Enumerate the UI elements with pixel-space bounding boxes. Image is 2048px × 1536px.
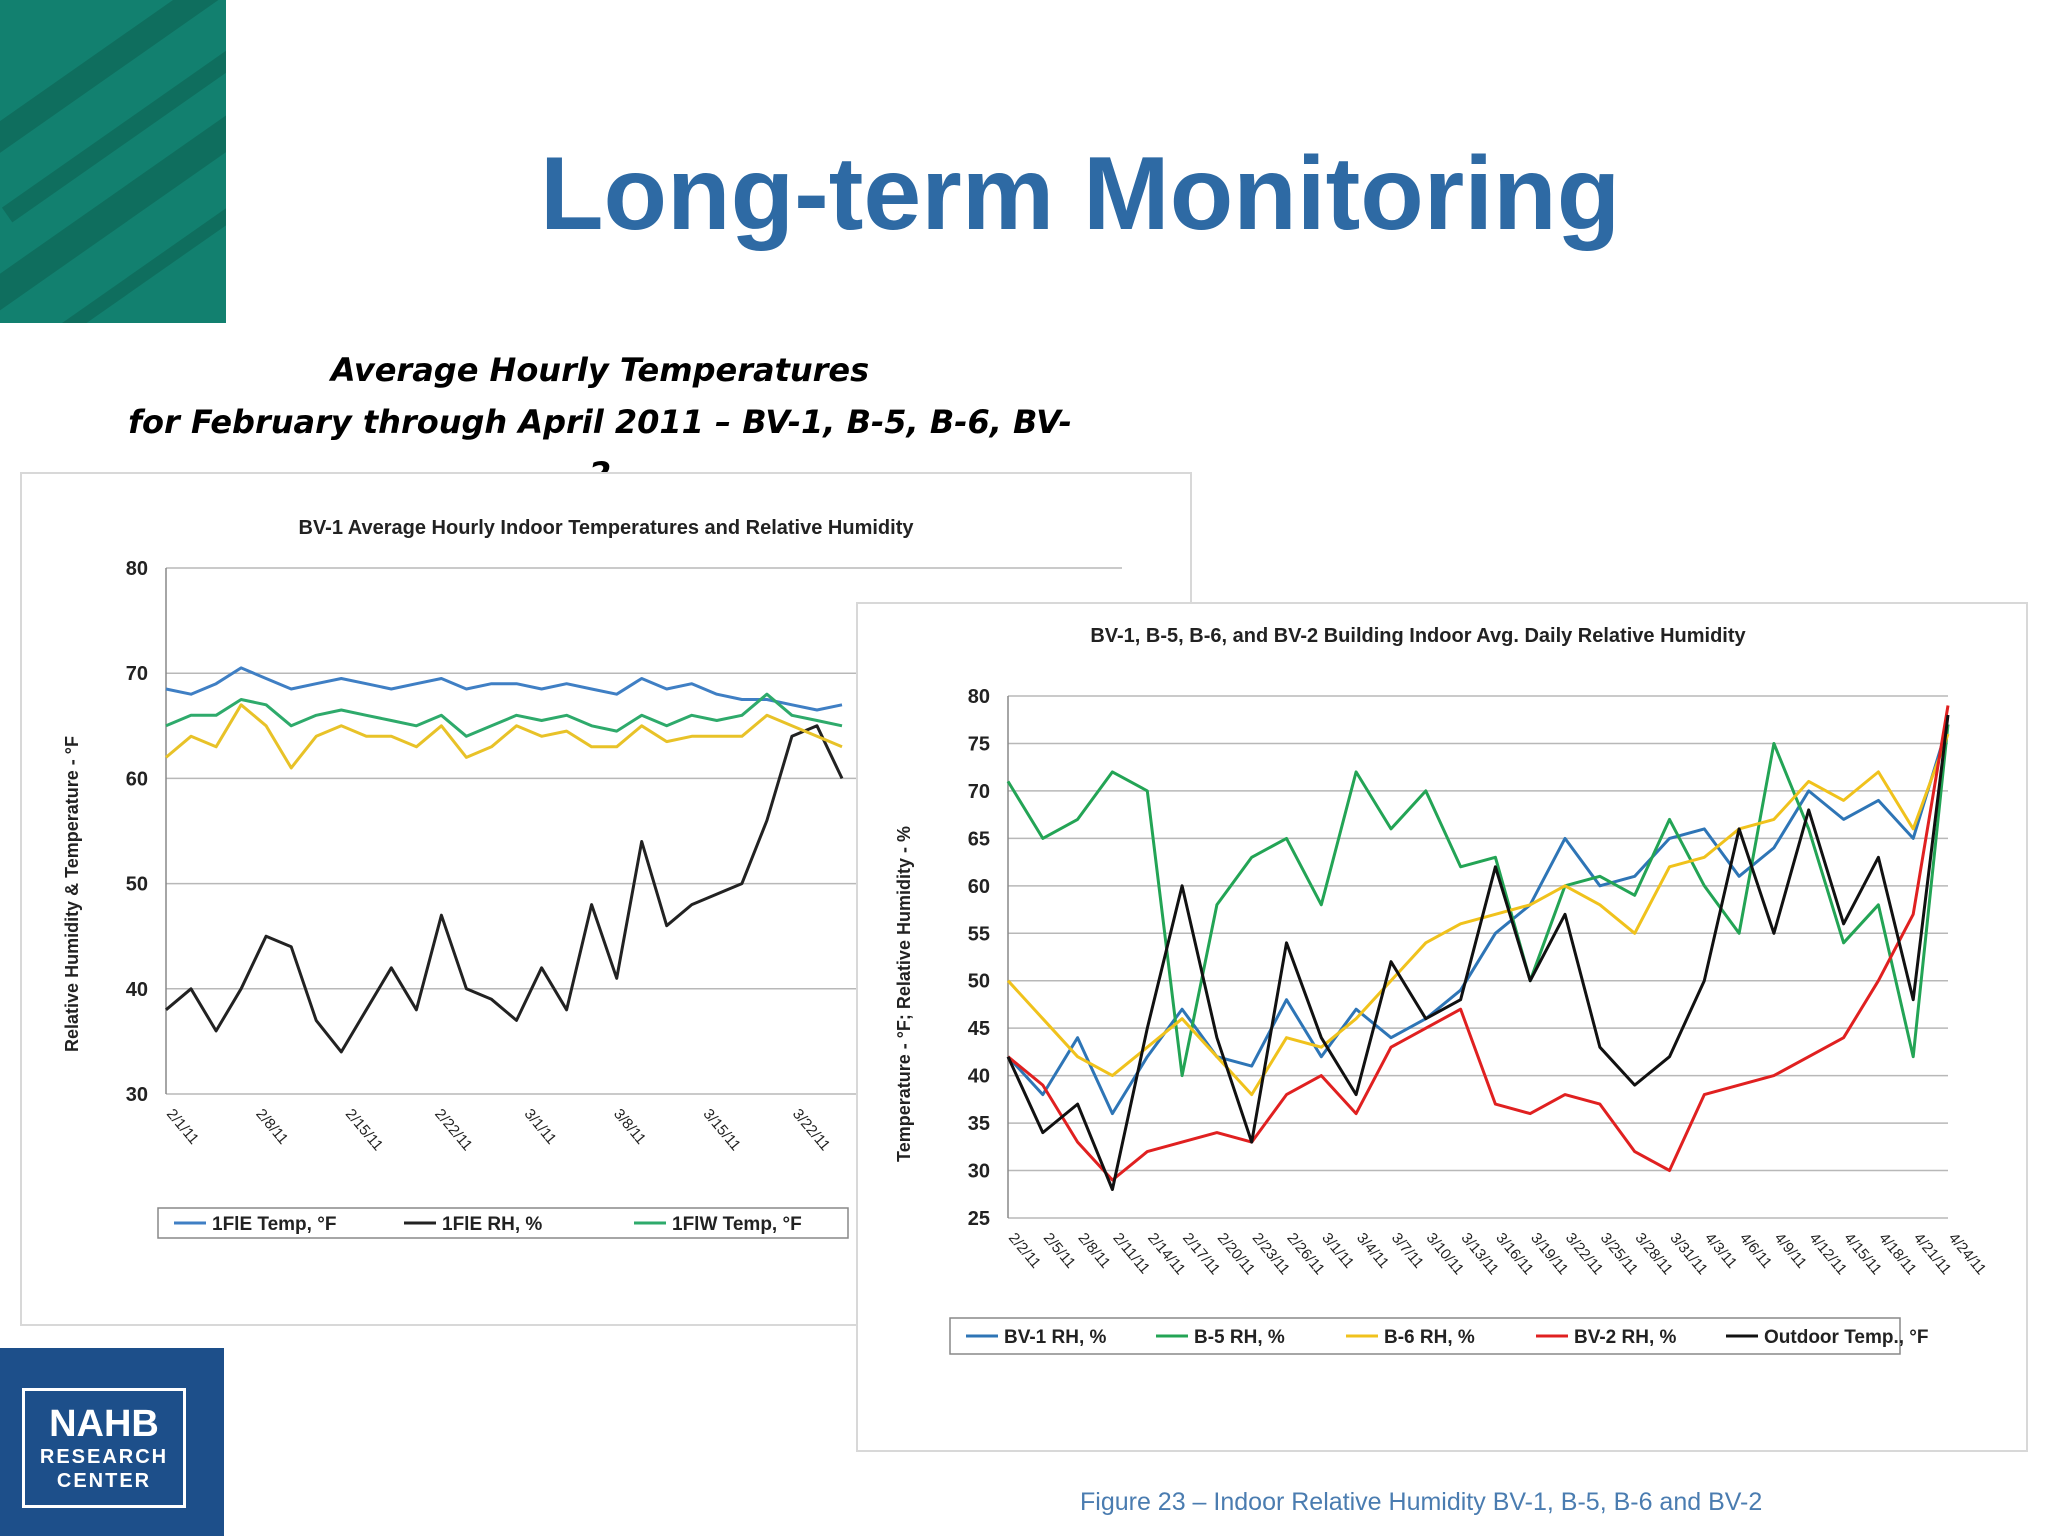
heading-line-1: Average Hourly Temperatures: [330, 351, 870, 389]
x-tick-label: 2/5/11: [1040, 1230, 1079, 1272]
x-tick-label: 2/8/11: [1075, 1230, 1114, 1272]
x-tick-label: 4/24/11: [1945, 1230, 1989, 1278]
x-tick-labels: 2/1/11 2/8/11 2/15/11 2/22/11 3/1/11 3/8/11 3/…: [163, 1106, 833, 1154]
chart-daily-rh: BV-1, B-5, B-6, and BV-2 Building Indoor…: [894, 625, 1989, 1355]
logo-line-1: NAHB: [49, 1403, 159, 1445]
x-tick-label: 3/8/11: [610, 1106, 649, 1148]
legend-box: [157, 1207, 849, 1239]
gridlines: [1007, 695, 1948, 1219]
legend-label: 1FlW Temp, °F: [672, 1214, 802, 1235]
x-tick-label: 3/4/11: [1353, 1230, 1392, 1272]
series-line: [1006, 733, 1950, 1097]
y-tick-label: 65: [968, 828, 990, 850]
y-tick-label: 25: [968, 1208, 990, 1230]
y-tick-label: 35: [968, 1113, 990, 1135]
chart-title: BV-1 Average Hourly Indoor Temperatures …: [299, 517, 915, 539]
y-tick-label: 75: [968, 733, 990, 755]
x-tick-label: 2/22/11: [431, 1106, 475, 1154]
chart-title: BV-1, B-5, B-6, and BV-2 Building Indoor…: [1090, 625, 1746, 647]
y-tick-labels: 25 30 35 40 45 50 55 60 65 70 75 80: [968, 686, 990, 1230]
x-tick-label: 3/7/11: [1388, 1230, 1427, 1272]
legend-label: 1FlE RH, %: [442, 1214, 542, 1235]
y-axis-label: Relative Humidity & Temperature - °F: [62, 736, 82, 1052]
chart-panel-right: BV-1, B-5, B-6, and BV-2 Building Indoor…: [856, 602, 2028, 1452]
y-tick-label: 50: [126, 874, 148, 896]
nahb-logo: NAHB RESEARCH CENTER: [22, 1388, 186, 1508]
y-tick-label: 80: [968, 686, 990, 708]
y-tick-label: 70: [126, 663, 148, 685]
x-tick-label: 4/6/11: [1736, 1230, 1775, 1272]
series-line: [1007, 705, 1950, 1182]
y-tick-label: 55: [968, 923, 990, 945]
heading-line-2: for February through April 2011 – BV-1, …: [128, 403, 1072, 493]
x-tick-label: 3/1/11: [521, 1106, 560, 1148]
x-tick-label: 2/1/11: [163, 1106, 202, 1148]
series-lines: [1006, 705, 1950, 1191]
x-tick-labels: 2/2/112/5/112/8/112/11/112/14/112/17/112…: [1005, 1230, 1989, 1278]
series-line: [1006, 724, 1950, 1078]
legend-label: 1FlE Temp, °F: [212, 1214, 336, 1235]
x-tick-label: 2/8/11: [252, 1106, 291, 1148]
legend-label: Outdoor Temp., °F: [1764, 1327, 1929, 1348]
y-axis-label: Temperature - °F; Relative Humidity - %: [894, 826, 914, 1162]
legend: 1FlE Temp, °F 1FlE RH, % 1FlW Temp, °F: [157, 1207, 849, 1239]
legend-label: B-6 RH, %: [1384, 1327, 1475, 1348]
x-tick-label: 4/9/11: [1771, 1230, 1810, 1272]
logo-line-2: RESEARCH: [39, 1446, 169, 1468]
y-tick-label: 80: [126, 558, 148, 580]
logo-line-3: CENTER: [56, 1470, 152, 1492]
chart-heading: Average Hourly Temperatures for February…: [120, 344, 1080, 500]
series-lines: [165, 666, 844, 1054]
y-tick-label: 40: [968, 1066, 990, 1088]
x-tick-label: 2/11/11: [1109, 1230, 1153, 1278]
figure-caption: Figure 23 – Indoor Relative Humidity BV-…: [1080, 1488, 1763, 1516]
y-tick-labels: 30 40 50 60 70 80: [126, 558, 148, 1106]
legend-label: B-5 RH, %: [1194, 1327, 1285, 1348]
series-line: [165, 703, 843, 770]
y-tick-label: 40: [126, 979, 148, 1001]
y-tick-label: 60: [968, 876, 990, 898]
legend: BV-1 RH, % B-5 RH, % B-6 RH, % BV-2 RH, % Ou…: [949, 1317, 1929, 1355]
x-tick-label: 2/2/11: [1005, 1230, 1044, 1272]
corner-decoration-top: [0, 0, 226, 323]
legend-label: BV-2 RH, %: [1574, 1327, 1677, 1348]
y-tick-label: 70: [968, 781, 990, 803]
x-tick-label: 3/15/11: [700, 1106, 744, 1154]
y-tick-label: 60: [126, 768, 148, 790]
series-line: [165, 692, 843, 738]
legend-label: BV-1 RH, %: [1004, 1327, 1107, 1348]
y-tick-label: 30: [126, 1084, 148, 1106]
corner-decoration-bottom: [0, 1348, 224, 1536]
x-tick-label: 2/15/11: [342, 1106, 386, 1154]
series-line: [165, 666, 843, 712]
series-line: [1006, 714, 1950, 1191]
y-tick-label: 30: [968, 1161, 990, 1183]
page-title: Long-term Monitoring: [540, 136, 1621, 252]
series-line: [165, 724, 844, 1054]
chart-bv1-hourly: BV-1 Average Hourly Indoor Temperatures …: [62, 517, 1122, 1239]
x-tick-label: 3/22/11: [789, 1106, 833, 1154]
y-tick-label: 50: [968, 971, 990, 993]
y-tick-label: 45: [968, 1018, 990, 1040]
